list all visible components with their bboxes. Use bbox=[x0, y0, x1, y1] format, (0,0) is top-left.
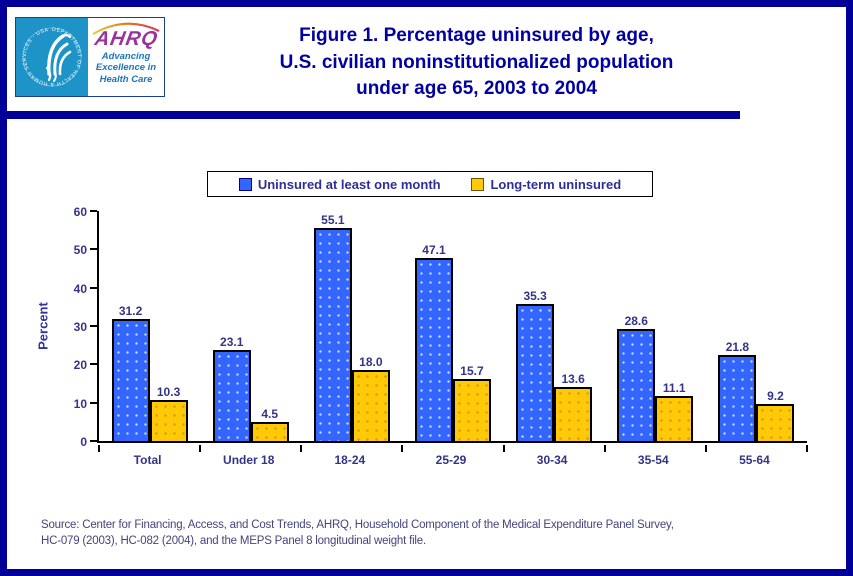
figure-title-line: Figure 1. Percentage uninsured by age, bbox=[299, 25, 654, 46]
bar-value-label: 28.6 bbox=[624, 314, 648, 328]
hhs-seal-text: DEPARTMENT OF HEALTH & HUMAN SERVICES · … bbox=[22, 27, 82, 87]
x-axis-category-label: 25-29 bbox=[435, 453, 467, 467]
x-axis-category-label: Total bbox=[133, 453, 162, 467]
y-axis-tick-label: 40 bbox=[73, 281, 87, 296]
bar-long-term-uninsured: 13.6 bbox=[554, 372, 593, 441]
bar-group: 35.3 13.6 bbox=[504, 289, 605, 441]
x-axis-tick bbox=[98, 445, 100, 452]
bar-uninsured-one-month: 21.8 bbox=[718, 340, 757, 441]
bar-value-label: 21.8 bbox=[725, 340, 750, 354]
hhs-seal: DEPARTMENT OF HEALTH & HUMAN SERVICES · … bbox=[16, 18, 88, 96]
bar-group: 28.6 11.1 bbox=[605, 314, 706, 441]
x-axis-tick bbox=[704, 445, 707, 452]
svg-text:DEPARTMENT OF HEALTH & HUMAN S: DEPARTMENT OF HEALTH & HUMAN SERVICES · … bbox=[22, 27, 82, 87]
bar-groups: 31.2 10.3 23.1 4.5 55.1 18.0 47.1 15.7 35.3 13.6 2… bbox=[99, 211, 807, 441]
bar-value-label: 13.6 bbox=[561, 372, 585, 386]
bar-uninsured-one-month: 55.1 bbox=[313, 213, 352, 441]
x-axis-tick bbox=[401, 445, 404, 452]
bar-uninsured-one-month: 31.2 bbox=[111, 304, 150, 441]
bar-value-label: 23.1 bbox=[220, 335, 244, 349]
legend-swatch-icon bbox=[471, 177, 485, 191]
bar-uninsured-one-month: 35.3 bbox=[516, 289, 555, 441]
bar-uninsured-one-month: 28.6 bbox=[617, 314, 656, 441]
x-axis-tick bbox=[603, 445, 606, 452]
tagline-line: Health Care bbox=[99, 73, 153, 85]
y-axis-tick bbox=[90, 401, 97, 404]
y-axis-tick-label: 10 bbox=[73, 396, 87, 411]
bar-long-term-uninsured: 11.1 bbox=[655, 381, 694, 441]
tagline-line: Excellence in bbox=[95, 62, 157, 74]
bar-value-label: 18.0 bbox=[359, 355, 383, 369]
ahrq-tagline: Advancing Excellence in Health Care bbox=[96, 51, 156, 85]
y-axis-tick bbox=[90, 248, 97, 251]
source-line: HC-079 (2003), HC-082 (2004), and the ME… bbox=[41, 535, 426, 548]
bar-value-label: 11.1 bbox=[662, 381, 686, 395]
legend-swatch-icon bbox=[238, 177, 252, 191]
bar-group: 21.8 9.2 bbox=[706, 340, 807, 441]
y-axis-tick bbox=[90, 286, 97, 289]
ahrq-hhs-logo: DEPARTMENT OF HEALTH & HUMAN SERVICES · … bbox=[15, 17, 165, 97]
x-axis-tick bbox=[300, 445, 303, 452]
legend-item: Uninsured at least one month bbox=[238, 176, 441, 192]
ahrq-arc-icon bbox=[90, 21, 162, 35]
bar-chart: Percent 31.2 10.3 23.1 4.5 55.1 18.0 47.1 15.7 3… bbox=[7, 205, 808, 467]
bar-value-label: 9.2 bbox=[767, 389, 784, 403]
bar-long-term-uninsured: 18.0 bbox=[351, 355, 390, 441]
bar-value-label: 4.5 bbox=[261, 407, 279, 421]
y-axis-tick-label: 60 bbox=[73, 205, 87, 219]
bar-value-label: 31.2 bbox=[118, 304, 143, 318]
bar-long-term-uninsured: 10.3 bbox=[149, 385, 188, 441]
bar-long-term-uninsured: 4.5 bbox=[250, 407, 289, 441]
hhs-eagle-icon: DEPARTMENT OF HEALTH & HUMAN SERVICES · … bbox=[22, 27, 82, 87]
bar-value-label: 55.1 bbox=[321, 213, 345, 227]
y-axis-tick-label: 20 bbox=[73, 358, 87, 373]
y-axis-tick-label: 0 bbox=[80, 435, 87, 449]
legend-item: Long-term uninsured bbox=[471, 177, 621, 192]
bar-group: 55.1 18.0 bbox=[301, 213, 402, 441]
figure-title-line: U.S. civilian noninstitutionalized popul… bbox=[279, 51, 674, 73]
source-line: Source: Center for Financing, Access, an… bbox=[41, 519, 674, 531]
bar-group: 47.1 15.7 bbox=[402, 243, 503, 441]
bar-value-label: 10.3 bbox=[156, 385, 181, 399]
y-axis-tick bbox=[90, 363, 97, 366]
bar-long-term-uninsured: 9.2 bbox=[756, 389, 795, 441]
y-axis-tick-label: 30 bbox=[73, 320, 87, 334]
legend-label: Long-term uninsured bbox=[490, 176, 622, 192]
header: DEPARTMENT OF HEALTH & HUMAN SERVICES · … bbox=[7, 7, 846, 111]
legend-label: Uninsured at least one month bbox=[257, 176, 441, 192]
header-divider bbox=[7, 111, 740, 119]
bar-long-term-uninsured: 15.7 bbox=[452, 364, 491, 441]
source-note: Source: Center for Financing, Access, an… bbox=[41, 517, 846, 549]
ahrq-acronym: AHRQ bbox=[92, 28, 160, 50]
plot-area: Percent 31.2 10.3 23.1 4.5 55.1 18.0 47.1 15.7 3… bbox=[36, 205, 808, 452]
bar-value-label: 35.3 bbox=[523, 289, 547, 303]
chart-legend: Uninsured at least one month Long-term un… bbox=[207, 171, 653, 197]
tagline-line: Advancing bbox=[101, 51, 151, 62]
bar-group: 31.2 10.3 bbox=[99, 304, 200, 441]
bar-value-label: 15.7 bbox=[460, 364, 484, 378]
y-axis-tick bbox=[90, 440, 97, 442]
figure-title: Figure 1. Percentage uninsured by age, U… bbox=[165, 23, 846, 103]
x-axis-category-labels: Total Under 18 18-24 25-29 30-34 35-54 55-64 bbox=[97, 453, 805, 467]
ahrq-wordmark: AHRQ Advancing Excellence in Health Care bbox=[88, 18, 164, 96]
x-axis-category-label: 35-54 bbox=[637, 453, 669, 467]
figure-title-line: under age 65, 2003 to 2004 bbox=[356, 78, 597, 100]
bar-uninsured-one-month: 47.1 bbox=[414, 243, 453, 441]
x-axis-category-label: 30-34 bbox=[536, 453, 568, 467]
y-axis-tick bbox=[90, 325, 97, 327]
y-axis-tick bbox=[90, 210, 97, 212]
y-axis-title: Percent bbox=[35, 302, 51, 350]
x-axis-category-label: 55-64 bbox=[739, 453, 770, 467]
bar-uninsured-one-month: 23.1 bbox=[212, 335, 251, 441]
y-axis-tick-label: 50 bbox=[73, 243, 87, 258]
bar-value-label: 47.1 bbox=[422, 243, 446, 257]
x-axis-category-label: Under 18 bbox=[223, 453, 275, 467]
x-axis-tick bbox=[199, 445, 202, 452]
x-axis-tick bbox=[502, 445, 505, 452]
bar-group: 23.1 4.5 bbox=[200, 335, 301, 441]
x-axis-tick bbox=[806, 445, 808, 452]
x-axis-category-label: 18-24 bbox=[334, 453, 366, 467]
